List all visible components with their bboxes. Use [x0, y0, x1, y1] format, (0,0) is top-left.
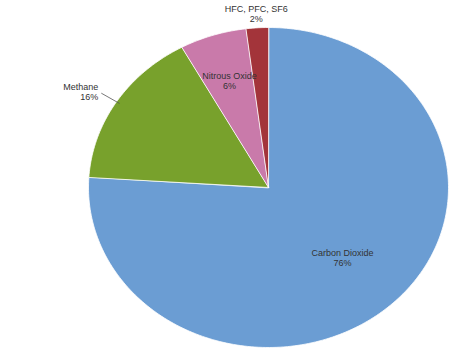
svg-text:Methane16%: Methane16% [63, 82, 98, 102]
svg-text:Nitrous Oxide6%: Nitrous Oxide6% [202, 71, 257, 91]
svg-text:Carbon Dioxide76%: Carbon Dioxide76% [311, 248, 373, 268]
svg-text:HFC, PFC, SF62%: HFC, PFC, SF62% [225, 4, 288, 24]
